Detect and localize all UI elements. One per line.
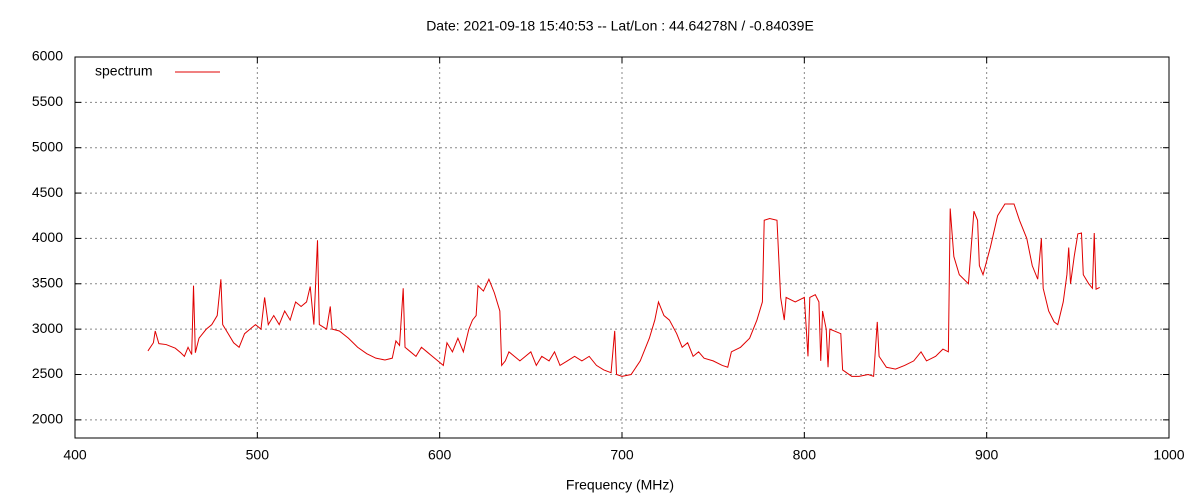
x-axis-label: Frequency (MHz) (566, 477, 674, 493)
chart-title: Date: 2021-09-18 15:40:53 -- Lat/Lon : 4… (426, 18, 814, 34)
plot-border (74, 56, 1170, 439)
y-tick-label: 4000 (32, 229, 63, 245)
y-tick-label: 2500 (32, 365, 63, 381)
legend-label: spectrum (95, 63, 153, 79)
y-tick-label: 3000 (32, 320, 63, 336)
y-tick-label: 5500 (32, 93, 63, 109)
x-tick-label: 700 (610, 447, 634, 463)
y-tick-label: 6000 (32, 48, 63, 64)
y-tick-label: 4500 (32, 184, 63, 200)
y-tick-label: 3500 (32, 274, 63, 290)
x-tick-label: 1000 (1153, 447, 1184, 463)
x-tick-label: 600 (428, 447, 452, 463)
spectrum-line (147, 203, 1100, 377)
y-tick-label: 5000 (32, 138, 63, 154)
y-tick-label: 2000 (32, 411, 63, 427)
x-tick-label: 400 (63, 447, 87, 463)
x-tick-label: 800 (793, 447, 817, 463)
x-tick-label: 500 (246, 447, 270, 463)
x-tick-label: 900 (975, 447, 999, 463)
